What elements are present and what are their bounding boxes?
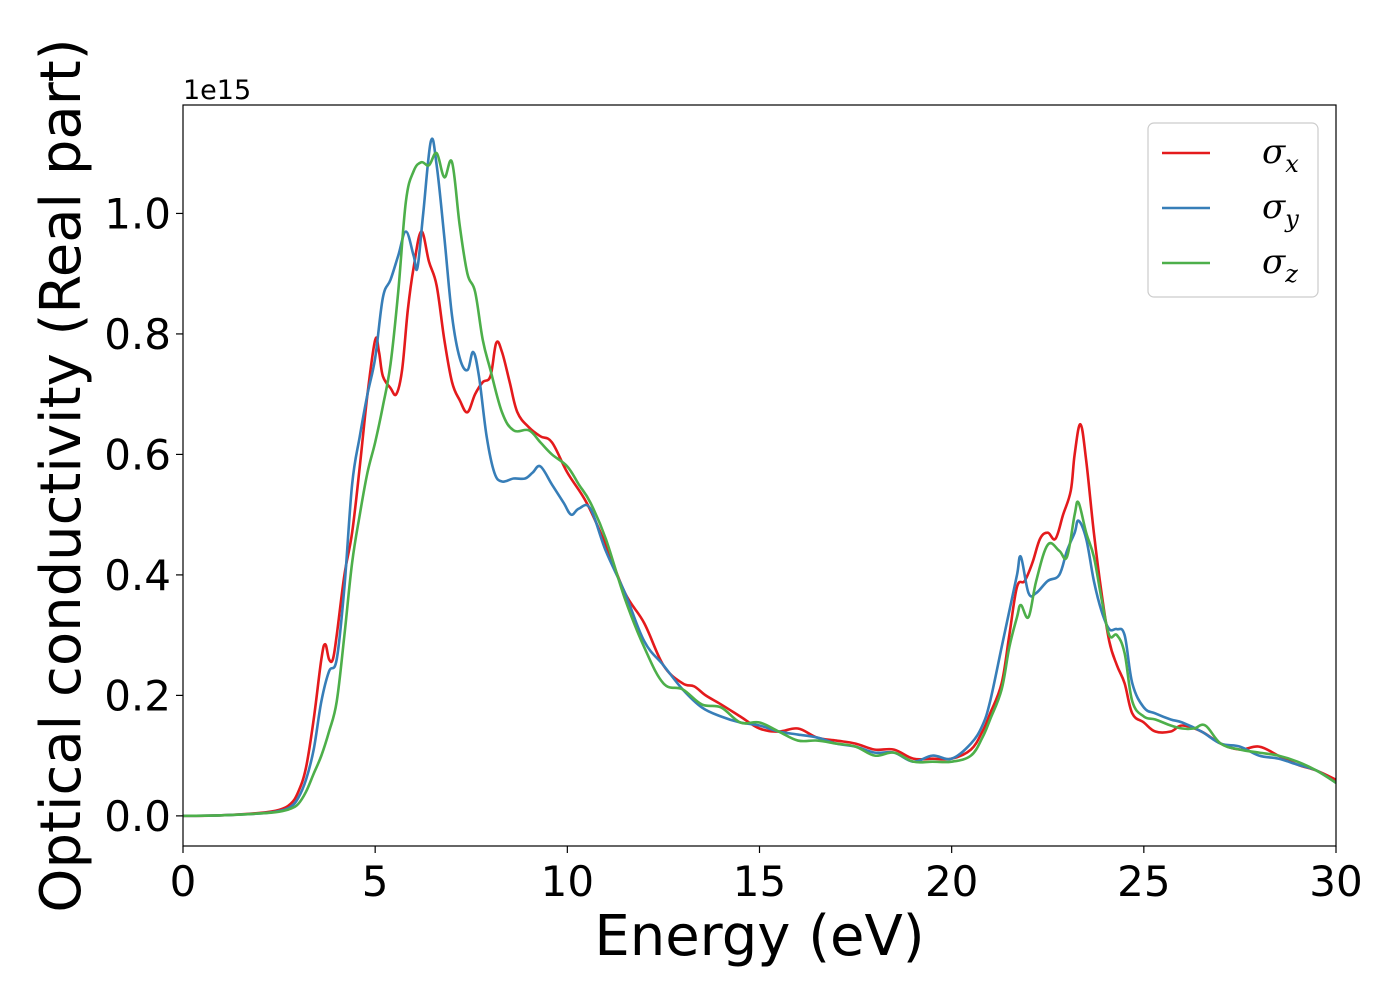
- x-tick-label: 15: [733, 857, 786, 906]
- legend-label-sigma-y: σy: [1262, 187, 1299, 233]
- legend-label-sigma-x: σx: [1262, 132, 1299, 178]
- y-axis-ticks: 0.0 0.2 0.4 0.6 0.8 1.0: [104, 189, 183, 841]
- series-layer: [183, 137, 1336, 818]
- y-tick-label: 0.4: [104, 551, 171, 600]
- series-line-sigma-x: [183, 230, 1336, 818]
- y-tick-label: 0.0: [104, 792, 171, 841]
- x-tick-label: 30: [1309, 857, 1362, 906]
- y-tick-label: 0.8: [104, 310, 171, 359]
- x-tick-label: 25: [1117, 857, 1170, 906]
- legend: σx σy σz: [1147, 122, 1319, 298]
- y-axis-offset-label: 1e15: [183, 75, 251, 106]
- x-axis-label: Energy (eV): [594, 904, 924, 969]
- y-tick-label: 1.0: [104, 189, 171, 238]
- x-tick-label: 10: [541, 857, 594, 906]
- x-tick-label: 5: [362, 857, 389, 906]
- series-line-sigma-z: [183, 151, 1336, 818]
- legend-label-sigma-z: σz: [1262, 242, 1298, 288]
- x-tick-label: 0: [170, 857, 197, 906]
- legend-box: [1147, 122, 1319, 298]
- x-axis-ticks: 0 5 10 15 20 25 30: [170, 846, 1363, 906]
- y-tick-label: 0.6: [104, 430, 171, 479]
- y-tick-label: 0.2: [104, 671, 171, 720]
- series-line-sigma-y: [183, 137, 1336, 818]
- x-tick-label: 20: [925, 857, 978, 906]
- y-axis-label: Optical conductivity (Real part): [29, 38, 94, 912]
